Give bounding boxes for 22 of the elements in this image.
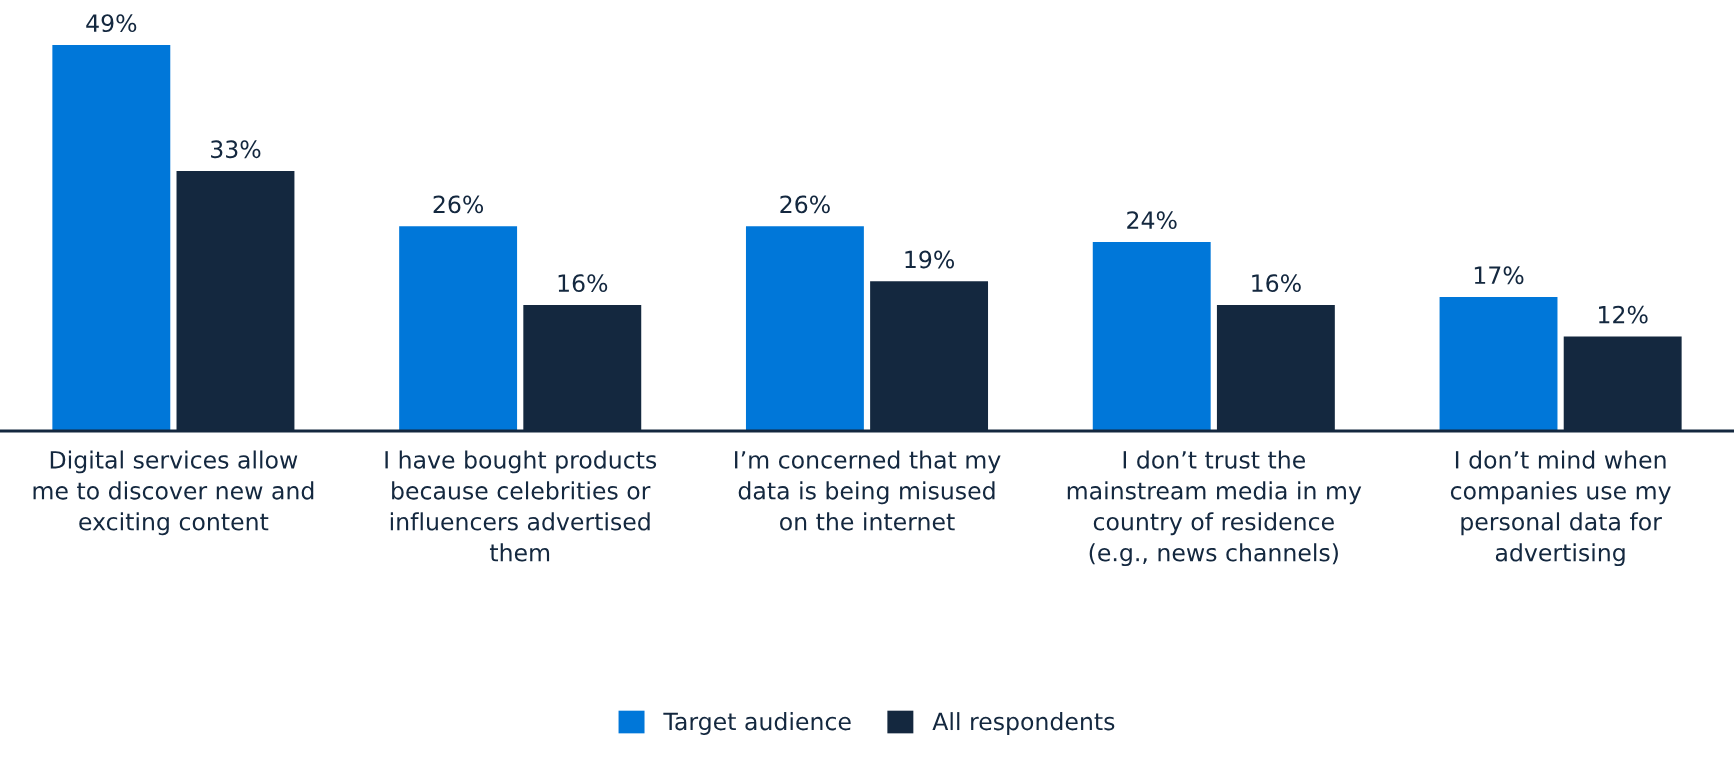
data-label: 24% [1127,211,1177,230]
x-tick-label: I’m concerned that my data is being misused on the internet [735,450,1001,531]
data-label: 16% [1252,274,1301,293]
data-label: 26% [433,195,484,214]
x-tick-label: I have bought products because celebrities or influencers advertised them [385,450,657,562]
data-label: 33% [211,140,261,159]
x-tick-label: I don’t trust the mainstream media in my country of residence (e.g., news channels) [1067,450,1362,567]
legend-label: Target audience [663,712,851,735]
legend-label: All respondents [932,712,1115,735]
data-label: 17% [1474,266,1524,285]
bar [1439,297,1558,431]
x-tick-label: Digital services allow me to discover new and exciting content [33,450,314,536]
data-label: 19% [905,250,955,269]
x-tick-label: I don’t mind when companies use my personal data for advertising [1450,450,1671,567]
bar [745,226,864,431]
data-label: 49% [86,14,137,33]
bar [1092,241,1211,431]
data-label: 26% [780,195,830,214]
data-label: 12% [1599,305,1648,324]
data-label: 16% [558,274,608,293]
bar [52,45,171,431]
bar [399,226,518,431]
